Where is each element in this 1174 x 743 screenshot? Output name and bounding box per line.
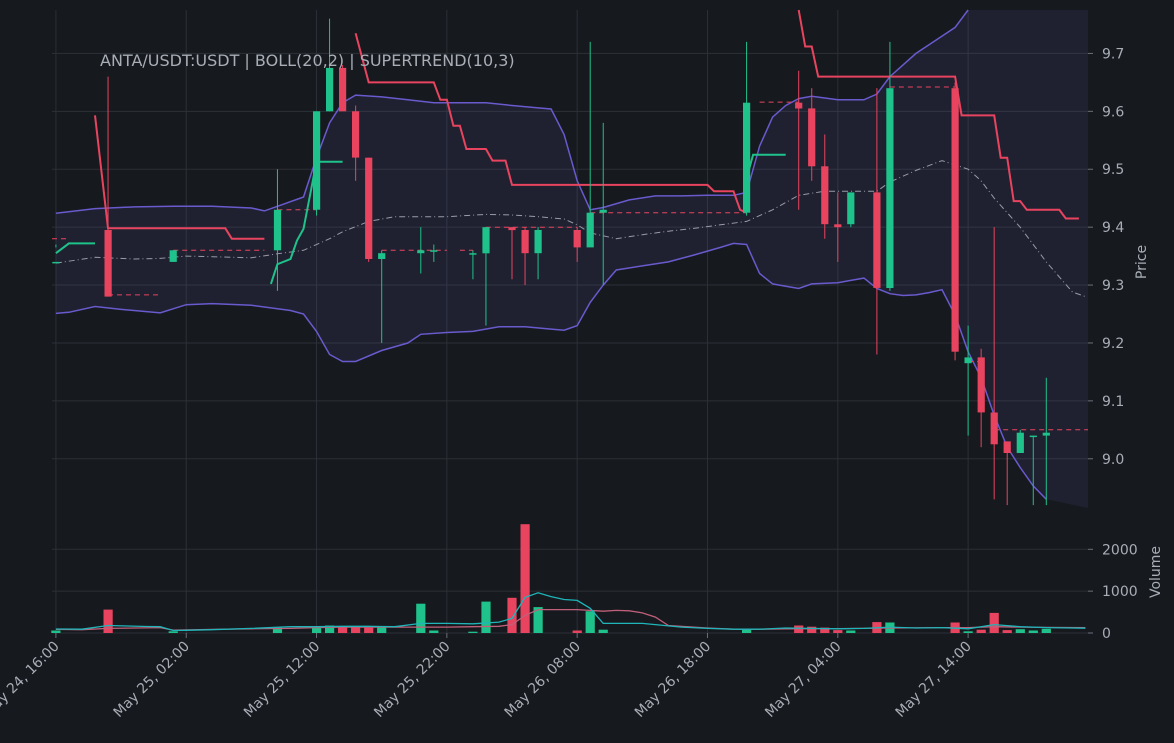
- candle-body: [951, 88, 959, 352]
- candle-body: [873, 192, 881, 288]
- volume-tick-label: 1000: [1102, 584, 1138, 600]
- candle-body: [273, 209, 282, 251]
- candle-body: [521, 230, 529, 254]
- candle-body: [469, 253, 477, 255]
- volume-bar: [481, 601, 491, 633]
- volume-bar: [963, 631, 973, 633]
- volume-bar: [103, 609, 113, 633]
- volume-bar: [1002, 630, 1012, 633]
- candle-body: [365, 157, 373, 259]
- candle-body: [834, 224, 842, 228]
- price-tick-label: 9.4: [1102, 220, 1124, 236]
- candle-body: [534, 230, 542, 254]
- volume-bar: [364, 627, 374, 633]
- volume-bar: [51, 630, 61, 633]
- volume-bar: [742, 629, 752, 633]
- price-tick-label: 9.5: [1102, 162, 1124, 178]
- price-axis-label: Price: [1134, 245, 1150, 279]
- candle-body: [586, 212, 594, 248]
- volume-bar: [312, 628, 322, 633]
- supertrend-up-line: [55, 242, 95, 254]
- bollinger-band-fill: [55, 10, 1088, 508]
- volume-bar: [468, 631, 478, 633]
- volume-bar: [1041, 628, 1051, 633]
- volume-bar: [507, 597, 517, 633]
- volume-tick-label: 0: [1102, 626, 1111, 642]
- price-tick-label: 9.6: [1102, 104, 1124, 120]
- chart-title: ANTA/USDT:USDT | BOLL(20,2) | SUPERTREND…: [100, 51, 515, 70]
- volume-bars: [51, 524, 1086, 633]
- price-tick-label: 9.0: [1102, 452, 1124, 468]
- supertrend-down-line: [94, 115, 265, 240]
- candle-body: [795, 102, 803, 109]
- candle-body: [169, 250, 177, 262]
- volume-bar: [533, 607, 543, 633]
- volume-bar: [807, 626, 817, 633]
- candle-body: [326, 67, 334, 112]
- price-tick-label: 9.3: [1102, 278, 1124, 294]
- volume-bar: [833, 630, 843, 633]
- candles: [52, 18, 1050, 506]
- volume-bar: [598, 629, 608, 633]
- volume-bar: [272, 627, 283, 633]
- candle-body: [508, 227, 516, 231]
- volume-bar: [976, 629, 986, 633]
- volume-bar: [1028, 630, 1038, 633]
- candle-body: [977, 357, 985, 413]
- volume-bar: [325, 625, 335, 633]
- volume-bar: [351, 627, 361, 633]
- volume-bar: [338, 626, 348, 633]
- volume-ma-fast-line: [55, 592, 1086, 632]
- bollinger-upper-line: [55, 9, 969, 215]
- candle-body: [430, 250, 438, 252]
- grid: [52, 10, 1088, 634]
- candle-body: [821, 166, 829, 225]
- volume-bar: [168, 631, 178, 633]
- price-tick-label: 9.7: [1102, 46, 1124, 62]
- candle-body: [573, 230, 581, 248]
- candle-body: [417, 250, 425, 254]
- candle-body: [990, 412, 998, 445]
- candle-body: [104, 230, 112, 297]
- candle-body: [1029, 435, 1037, 438]
- candle-body: [352, 111, 360, 158]
- volume-bar: [846, 630, 856, 633]
- candle-body: [482, 227, 490, 254]
- volume-bar: [429, 630, 439, 633]
- supertrend-down-line: [797, 9, 1079, 220]
- candle-body: [1042, 432, 1050, 436]
- candle-body: [599, 209, 607, 213]
- volume-bar: [520, 524, 530, 633]
- volume-bar: [1015, 629, 1025, 633]
- candle-body: [378, 253, 386, 259]
- candle-body: [339, 67, 347, 112]
- volume-bar: [377, 626, 387, 633]
- volume-bar: [416, 603, 426, 633]
- candle-body: [886, 88, 894, 288]
- volume-bar: [820, 627, 830, 633]
- price-tick-label: 9.2: [1102, 336, 1124, 352]
- candle-body: [52, 261, 60, 264]
- volume-axis-label: Volume: [1148, 546, 1164, 598]
- volume-bar: [585, 611, 595, 633]
- candle-body: [313, 111, 321, 210]
- supertrend-down-line: [354, 32, 748, 214]
- price-tick-label: 9.1: [1102, 394, 1124, 410]
- candle-body: [847, 192, 855, 225]
- bollinger-lower-line: [55, 242, 1047, 500]
- volume-bar: [989, 612, 999, 633]
- volume-bar: [572, 630, 582, 633]
- candle-body: [808, 108, 816, 167]
- volume-tick-label: 2000: [1102, 542, 1138, 558]
- candle-body: [743, 102, 751, 213]
- candle-body: [964, 357, 972, 364]
- candle-body: [1016, 432, 1024, 453]
- candle-body: [1003, 441, 1011, 453]
